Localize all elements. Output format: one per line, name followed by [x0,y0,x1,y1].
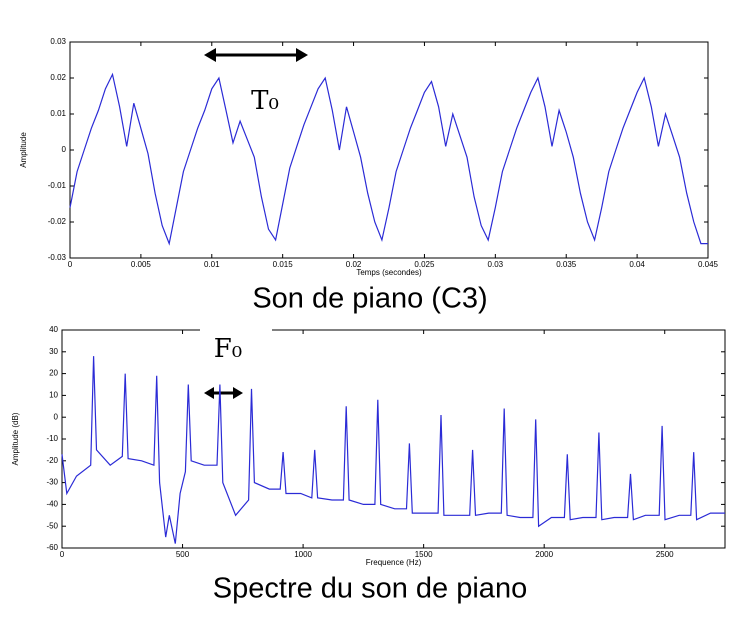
y-tick-label: 0.01 [50,109,66,118]
y-tick-label: 0.02 [50,73,66,82]
y-tick-label: 0 [62,145,67,154]
y-tick-label: 30 [49,347,58,356]
signal-line [69,72,708,246]
caption: Son de piano (C3) [252,283,487,315]
y-tick-label: 0.03 [50,37,66,46]
x-axis-label: Temps (secondes) [356,268,422,277]
x-tick-label: 0.04 [629,260,645,269]
x-axis-label: Frequence (Hz) [366,558,422,567]
x-tick-label: 1500 [415,550,433,559]
signal-line [61,356,725,544]
y-tick-label: -30 [46,478,58,487]
y-tick-label: -40 [46,500,58,509]
y-tick-label: 10 [49,391,58,400]
x-tick-label: 0.015 [273,260,294,269]
y-tick-label: -50 [46,521,58,530]
annotation: F₀ [214,334,242,364]
y-axis-label: Amplitude [19,132,28,168]
y-tick-label: 0 [54,412,59,421]
t0-arrow [204,48,308,62]
annotation: T₀ [251,86,279,116]
x-tick-label: 0 [68,260,73,269]
x-tick-label: 0 [60,550,65,559]
x-tick-label: 0.005 [131,260,152,269]
y-tick-label: 40 [49,325,58,334]
caption: Spectre du son de piano [213,573,527,605]
annotation-box [200,326,272,364]
x-tick-label: 0.045 [698,260,719,269]
y-tick-label: 20 [49,369,58,378]
x-tick-label: 0.02 [346,260,362,269]
x-tick-label: 2000 [535,550,553,559]
x-tick-label: 0.03 [488,260,504,269]
y-tick-label: -20 [46,456,58,465]
x-tick-label: 2500 [656,550,674,559]
f0-arrow [204,387,243,399]
y-tick-label: -0.03 [48,253,67,262]
y-tick-label: -0.01 [48,181,67,190]
y-tick-label: -0.02 [48,217,67,226]
x-tick-label: 0.025 [414,260,435,269]
x-tick-label: 500 [176,550,190,559]
y-tick-label: -60 [46,543,58,552]
x-tick-label: 0.01 [204,260,220,269]
x-tick-label: 1000 [294,550,312,559]
x-tick-label: 0.035 [556,260,577,269]
y-axis-label: Amplitude (dB) [11,412,20,465]
y-tick-label: -10 [46,434,58,443]
